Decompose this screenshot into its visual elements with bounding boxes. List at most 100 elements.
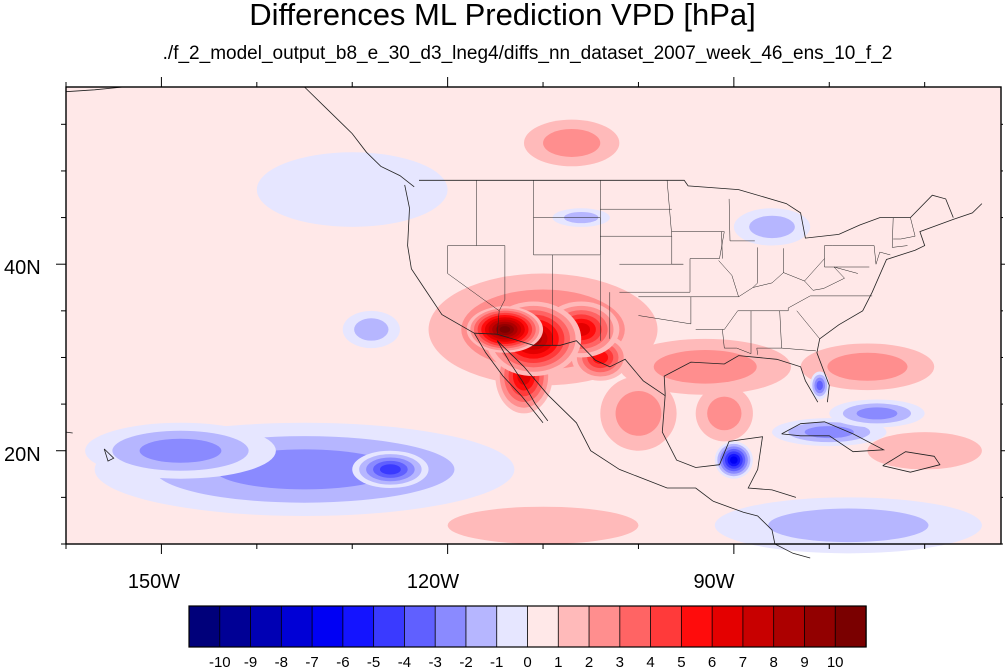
- colorbar-label: 0: [523, 654, 532, 671]
- colorbar-label: -8: [274, 654, 288, 671]
- anomaly-northeast-pacific: [256, 152, 448, 227]
- state-border-26: [891, 217, 908, 248]
- colorbar-swatch: [527, 605, 559, 648]
- state-border-29: [721, 231, 723, 259]
- colorbar-swatch: [434, 605, 467, 648]
- colorbar-label: 7: [738, 654, 748, 671]
- colorbar-swatch: [557, 605, 590, 648]
- lon-label-90w: 90W: [693, 571, 735, 593]
- lat-label-20n: 20N: [4, 444, 41, 466]
- colorbar-label: 10: [826, 654, 844, 671]
- anomaly-west-coast-offshore-blue: [342, 310, 400, 349]
- anomaly-south-caribbean-blue: [714, 497, 982, 554]
- state-border-25: [824, 245, 891, 265]
- colorbar-swatch: [773, 605, 806, 648]
- colorbar-swatch: [742, 605, 775, 648]
- mexico-west: [496, 340, 714, 502]
- state-border-14: [690, 260, 739, 298]
- anomaly-bahamas-blue: [829, 399, 925, 428]
- colorbar-swatch: [404, 605, 436, 648]
- colorbar-label: 2: [584, 654, 594, 671]
- lon-label-150w: 150W: [127, 571, 181, 593]
- anomaly-yucatan-blue: [714, 441, 753, 479]
- colorbar-label: 5: [677, 654, 686, 671]
- colorbar-label: 4: [646, 654, 655, 671]
- coastlines-and-borders: [65, 86, 983, 559]
- colorbar-label: -5: [366, 654, 381, 671]
- mexico-gulf: [661, 394, 797, 498]
- state-border-22: [752, 247, 758, 288]
- anomaly-great-lakes-blue: [733, 208, 811, 246]
- hispaniola: [882, 451, 941, 473]
- colorbar-swatch: [280, 605, 313, 648]
- colorbar-swatch: [834, 605, 867, 648]
- state-border-20: [796, 310, 820, 339]
- plot-subtitle: ./f_2_model_output_b8_e_30_d3_lneg4/diff…: [162, 43, 893, 64]
- lon-label-120w: 120W: [406, 571, 460, 593]
- colorbar-swatch: [619, 605, 652, 648]
- colorbar-label: -4: [397, 654, 412, 671]
- anomaly-southwest-core: [466, 306, 544, 353]
- anomaly-florida-blue: [810, 371, 830, 400]
- anomaly-pacific-blue-west: [85, 422, 276, 479]
- colorbar-label: 6: [707, 654, 717, 671]
- colorbar-swatch: [496, 605, 529, 648]
- colorbar-swatch: [804, 605, 836, 648]
- lat-label-40n: 40N: [4, 257, 41, 279]
- colorbar-swatch: [650, 605, 683, 648]
- cuba: [781, 421, 886, 453]
- axis-ticks: [56, 77, 1005, 554]
- colorbar-swatch: [188, 605, 221, 648]
- state-border-24: [824, 245, 870, 268]
- us-west-coast: [404, 184, 475, 334]
- plot-title: Differences ML Prediction VPD [hPa]: [249, 0, 756, 32]
- anomaly-canada-prairies: [523, 119, 620, 167]
- colorbar-label: -9: [243, 654, 258, 671]
- state-border-3: [447, 245, 500, 312]
- anomaly-southeast-atlantic: [800, 343, 935, 391]
- hawaii-big: [103, 448, 115, 462]
- anomaly-pacific-blue-core: [352, 450, 429, 489]
- colorbar-frame: [188, 605, 867, 648]
- state-border-15: [695, 295, 873, 330]
- central-america: [712, 500, 811, 559]
- hawaii: [65, 431, 73, 434]
- state-border-21: [738, 258, 825, 298]
- colorbar-label: -3: [428, 654, 442, 671]
- colorbar-label: 8: [769, 654, 778, 671]
- colorbar-label: 1: [554, 654, 563, 671]
- anomaly-mexico-interior: [600, 376, 677, 451]
- colorbar-label: -2: [459, 654, 473, 671]
- baja-east: [496, 340, 549, 422]
- colorbar-label: -1: [490, 654, 504, 671]
- colorbar-swatch: [311, 605, 344, 648]
- state-border-28: [728, 198, 755, 242]
- gulf-coast: [663, 355, 819, 403]
- colorbar-swatch: [588, 605, 621, 648]
- colorbar-label: -6: [336, 654, 350, 671]
- colorbar-label: 3: [615, 654, 624, 671]
- colorbar-swatch: [680, 605, 713, 648]
- state-border-13: [671, 231, 725, 293]
- baja-west: [473, 332, 544, 424]
- colorbar-label: -10: [208, 654, 231, 671]
- state-border-16: [722, 329, 752, 354]
- state-border-2: [447, 245, 506, 335]
- colorbar-swatch: [465, 605, 498, 648]
- colorbar-swatch: [250, 605, 283, 648]
- bc-coast: [304, 86, 415, 188]
- anomaly-caribbean-north: [867, 432, 982, 470]
- colorbar-label: 9: [800, 654, 809, 671]
- vpd-field: [66, 87, 1001, 554]
- canada-us-border: [419, 179, 954, 239]
- colorbar-label: -7: [305, 654, 319, 671]
- state-border-30: [804, 266, 858, 291]
- us-mexico-border: [474, 332, 666, 397]
- colorbar-swatch: [342, 605, 375, 648]
- colorbar-swatch: [373, 605, 406, 648]
- anomaly-east-pacific-south: [447, 506, 639, 544]
- state-border-12: [638, 296, 692, 325]
- anomaly-gulf-of-mexico: [695, 385, 753, 442]
